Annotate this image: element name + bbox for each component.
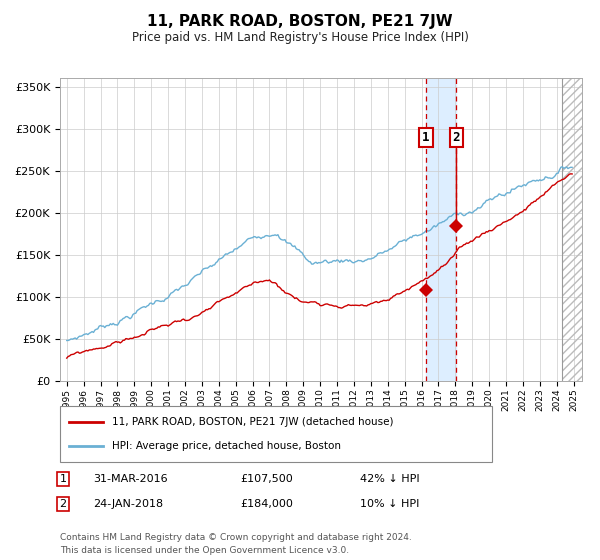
Text: Price paid vs. HM Land Registry's House Price Index (HPI): Price paid vs. HM Land Registry's House … xyxy=(131,31,469,44)
FancyBboxPatch shape xyxy=(60,406,492,462)
Text: 42% ↓ HPI: 42% ↓ HPI xyxy=(360,474,419,484)
Text: 11, PARK ROAD, BOSTON, PE21 7JW (detached house): 11, PARK ROAD, BOSTON, PE21 7JW (detache… xyxy=(112,417,394,427)
Bar xyxy=(562,78,582,381)
Text: £184,000: £184,000 xyxy=(240,499,293,509)
Text: 2: 2 xyxy=(59,499,67,509)
Text: 2: 2 xyxy=(453,130,460,144)
Text: 24-JAN-2018: 24-JAN-2018 xyxy=(93,499,163,509)
Text: 10% ↓ HPI: 10% ↓ HPI xyxy=(360,499,419,509)
Text: 1: 1 xyxy=(422,130,430,144)
Text: 31-MAR-2016: 31-MAR-2016 xyxy=(93,474,167,484)
Text: Contains HM Land Registry data © Crown copyright and database right 2024.
This d: Contains HM Land Registry data © Crown c… xyxy=(60,533,412,554)
Text: 11, PARK ROAD, BOSTON, PE21 7JW: 11, PARK ROAD, BOSTON, PE21 7JW xyxy=(147,14,453,29)
Text: 1: 1 xyxy=(59,474,67,484)
Text: HPI: Average price, detached house, Boston: HPI: Average price, detached house, Bost… xyxy=(112,441,341,451)
Text: £107,500: £107,500 xyxy=(240,474,293,484)
Bar xyxy=(426,78,457,381)
